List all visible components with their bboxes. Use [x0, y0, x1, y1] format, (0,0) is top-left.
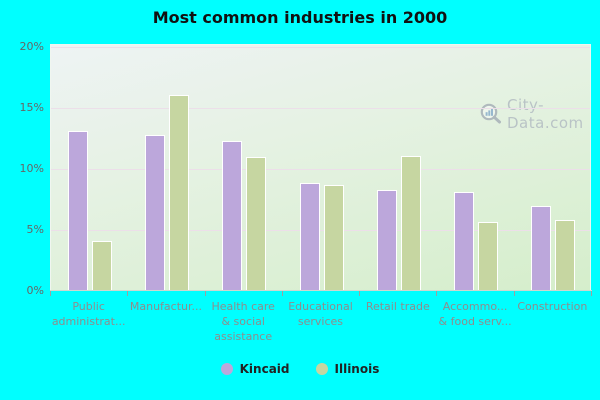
x-axis-tick: [205, 291, 206, 296]
category-label: Educational services: [288, 300, 353, 328]
legend-swatch-kincaid: [220, 363, 233, 375]
bar-kincaid-4: [299, 182, 320, 290]
x-axis-tick: [127, 291, 128, 296]
x-axis-tick: [50, 291, 51, 296]
watermark-text: City-Data.com: [507, 96, 584, 132]
bar-kincaid-5: [376, 189, 397, 290]
category-label: Health care & social assistance: [211, 300, 275, 343]
chart-title: Most common industries in 2000: [152, 8, 448, 27]
category-label: Retail trade: [365, 300, 430, 313]
category-label: Construction: [517, 300, 588, 313]
legend-label-kincaid: Kincaid: [239, 362, 290, 376]
gridline: [51, 108, 590, 109]
x-axis-tick: [591, 291, 592, 296]
y-axis-label: 20%: [19, 40, 44, 53]
bar-illinois-2: [168, 94, 189, 290]
x-axis-tick: [282, 291, 283, 296]
bar-kincaid-3: [222, 141, 243, 290]
legend: Kincaid Illinois: [0, 362, 600, 376]
bar-illinois-1: [91, 241, 112, 290]
legend-item-illinois: Illinois: [315, 362, 380, 376]
watermark: City-Data.com: [479, 96, 590, 132]
y-axis-label: 10%: [19, 162, 44, 175]
y-axis-label: 0%: [26, 284, 44, 297]
bar-illinois-7: [555, 220, 576, 290]
category-label: Accommo... & food serv...: [438, 300, 512, 328]
legend-swatch-illinois: [315, 363, 328, 375]
gridline: [51, 169, 590, 170]
x-axis-line: [50, 290, 592, 291]
magnifier-chart-icon: [479, 102, 503, 126]
x-axis-tick: [436, 291, 437, 296]
legend-item-kincaid: Kincaid: [220, 362, 290, 376]
bar-illinois-6: [478, 221, 499, 290]
x-axis-tick: [359, 291, 360, 296]
y-axis-label: 15%: [19, 101, 44, 114]
plot-area: City-Data.com: [50, 44, 591, 291]
bar-kincaid-7: [531, 205, 552, 290]
y-axis-label: 5%: [26, 223, 44, 236]
bar-kincaid-1: [67, 131, 88, 290]
legend-label-illinois: Illinois: [334, 362, 380, 376]
category-label: Manufactur...: [129, 300, 202, 313]
bar-illinois-3: [246, 157, 267, 290]
gridline: [51, 230, 590, 231]
category-label: Public administrat...: [51, 300, 126, 328]
bar-illinois-4: [323, 185, 344, 290]
bar-kincaid-6: [454, 192, 475, 290]
gridline: [51, 47, 590, 48]
x-axis-tick: [514, 291, 515, 296]
bar-illinois-5: [400, 155, 421, 290]
bar-kincaid-2: [144, 135, 165, 290]
